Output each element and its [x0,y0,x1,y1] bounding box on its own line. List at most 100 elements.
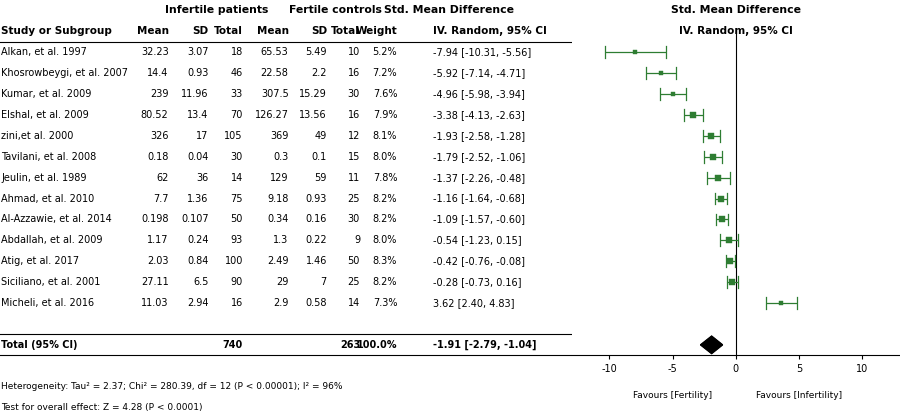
Text: Study or Subgroup: Study or Subgroup [1,26,112,36]
Text: 15: 15 [347,152,360,162]
Text: 1.17: 1.17 [147,235,168,245]
Text: 1.3: 1.3 [274,235,289,245]
Text: 65.53: 65.53 [261,47,289,57]
Text: 11.03: 11.03 [141,298,168,308]
Text: 7.6%: 7.6% [373,89,397,99]
Text: -0.54 [-1.23, 0.15]: -0.54 [-1.23, 0.15] [433,235,522,245]
Text: Jeulin, et al. 1989: Jeulin, et al. 1989 [1,173,86,183]
Text: -1.91 [-2.79, -1.04]: -1.91 [-2.79, -1.04] [433,340,536,350]
Text: Total: Total [331,26,360,36]
Text: 0.18: 0.18 [148,152,168,162]
Text: 32.23: 32.23 [140,47,168,57]
Text: 0.16: 0.16 [305,214,327,224]
Text: 29: 29 [276,277,289,287]
Text: -7.94 [-10.31, -5.56]: -7.94 [-10.31, -5.56] [433,47,531,57]
Text: 0.58: 0.58 [305,298,327,308]
Text: 2.2: 2.2 [311,68,327,78]
Text: 326: 326 [150,131,168,141]
Text: 307.5: 307.5 [261,89,289,99]
Text: 14.4: 14.4 [148,68,168,78]
Text: Std. Mean Difference: Std. Mean Difference [384,5,515,15]
Text: Al-Azzawie, et al. 2014: Al-Azzawie, et al. 2014 [1,214,112,224]
Text: 25: 25 [347,277,360,287]
Text: 7.8%: 7.8% [373,173,397,183]
Text: 369: 369 [270,131,289,141]
Text: Atig, et al. 2017: Atig, et al. 2017 [1,256,79,266]
Text: 3.07: 3.07 [187,47,209,57]
Text: 0.93: 0.93 [305,194,327,204]
Text: 13.4: 13.4 [187,110,209,120]
Text: 0.1: 0.1 [311,152,327,162]
Text: 0.3: 0.3 [274,152,289,162]
Text: 2.49: 2.49 [267,256,289,266]
Text: 18: 18 [230,47,243,57]
Text: 30: 30 [347,214,360,224]
Text: Test for overall effect: Z = 4.28 (P < 0.0001): Test for overall effect: Z = 4.28 (P < 0… [1,403,202,412]
Text: 0.84: 0.84 [187,256,209,266]
Text: 36: 36 [196,173,209,183]
Polygon shape [700,336,723,354]
Text: Kumar, et al. 2009: Kumar, et al. 2009 [1,89,92,99]
Text: 9.18: 9.18 [267,194,289,204]
Text: 49: 49 [315,131,327,141]
Text: Alkan, et al. 1997: Alkan, et al. 1997 [1,47,87,57]
Text: 90: 90 [230,277,243,287]
Text: 7.3%: 7.3% [373,298,397,308]
Text: IV. Random, 95% CI: IV. Random, 95% CI [433,26,547,36]
Text: 93: 93 [230,235,243,245]
Text: 0.22: 0.22 [305,235,327,245]
Text: -1.09 [-1.57, -0.60]: -1.09 [-1.57, -0.60] [433,214,526,224]
Text: 30: 30 [347,89,360,99]
Text: Infertile patients: Infertile patients [166,5,269,15]
Text: 8.0%: 8.0% [373,235,397,245]
Text: 0.107: 0.107 [181,214,209,224]
Text: 7: 7 [320,277,327,287]
Text: Khosrowbeygi, et al. 2007: Khosrowbeygi, et al. 2007 [1,68,128,78]
Text: 7.9%: 7.9% [373,110,397,120]
Text: 126.27: 126.27 [255,110,289,120]
Text: 70: 70 [230,110,243,120]
Text: 8.2%: 8.2% [373,194,397,204]
Text: 0.24: 0.24 [187,235,209,245]
Text: 17: 17 [196,131,209,141]
Text: 27.11: 27.11 [140,277,168,287]
Text: Heterogeneity: Tau² = 2.37; Chi² = 280.39, df = 12 (P < 0.00001); I² = 96%: Heterogeneity: Tau² = 2.37; Chi² = 280.3… [1,382,343,391]
Text: 100: 100 [224,256,243,266]
Text: Std. Mean Difference: Std. Mean Difference [670,5,801,15]
Text: 263: 263 [340,340,360,350]
Text: Elshal, et al. 2009: Elshal, et al. 2009 [1,110,89,120]
Text: 1.46: 1.46 [305,256,327,266]
Text: 1.36: 1.36 [187,194,209,204]
Text: 62: 62 [157,173,168,183]
Text: 59: 59 [314,173,327,183]
Text: 8.1%: 8.1% [373,131,397,141]
Text: Mean: Mean [137,26,168,36]
Text: -1.93 [-2.58, -1.28]: -1.93 [-2.58, -1.28] [433,131,526,141]
Text: -4.96 [-5.98, -3.94]: -4.96 [-5.98, -3.94] [433,89,525,99]
Text: 2.9: 2.9 [274,298,289,308]
Text: 11: 11 [347,173,360,183]
Text: 22.58: 22.58 [261,68,289,78]
Text: 239: 239 [150,89,168,99]
Text: 0.198: 0.198 [141,214,168,224]
Text: SD: SD [310,26,327,36]
Text: -1.79 [-2.52, -1.06]: -1.79 [-2.52, -1.06] [433,152,526,162]
Text: 14: 14 [230,173,243,183]
Text: 0.93: 0.93 [187,68,209,78]
Text: 8.3%: 8.3% [373,256,397,266]
Text: 14: 14 [347,298,360,308]
Text: Favours [Fertility]: Favours [Fertility] [633,391,712,400]
Text: 129: 129 [270,173,289,183]
Text: 2.03: 2.03 [147,256,168,266]
Text: 50: 50 [347,256,360,266]
Text: IV. Random, 95% CI: IV. Random, 95% CI [679,26,793,36]
Text: Total: Total [214,26,243,36]
Text: 16: 16 [347,68,360,78]
Text: 50: 50 [230,214,243,224]
Text: 8.2%: 8.2% [373,214,397,224]
Text: 15.29: 15.29 [299,89,327,99]
Text: 2.94: 2.94 [187,298,209,308]
Text: 30: 30 [230,152,243,162]
Text: Ahmad, et al. 2010: Ahmad, et al. 2010 [1,194,94,204]
Text: 100.0%: 100.0% [356,340,397,350]
